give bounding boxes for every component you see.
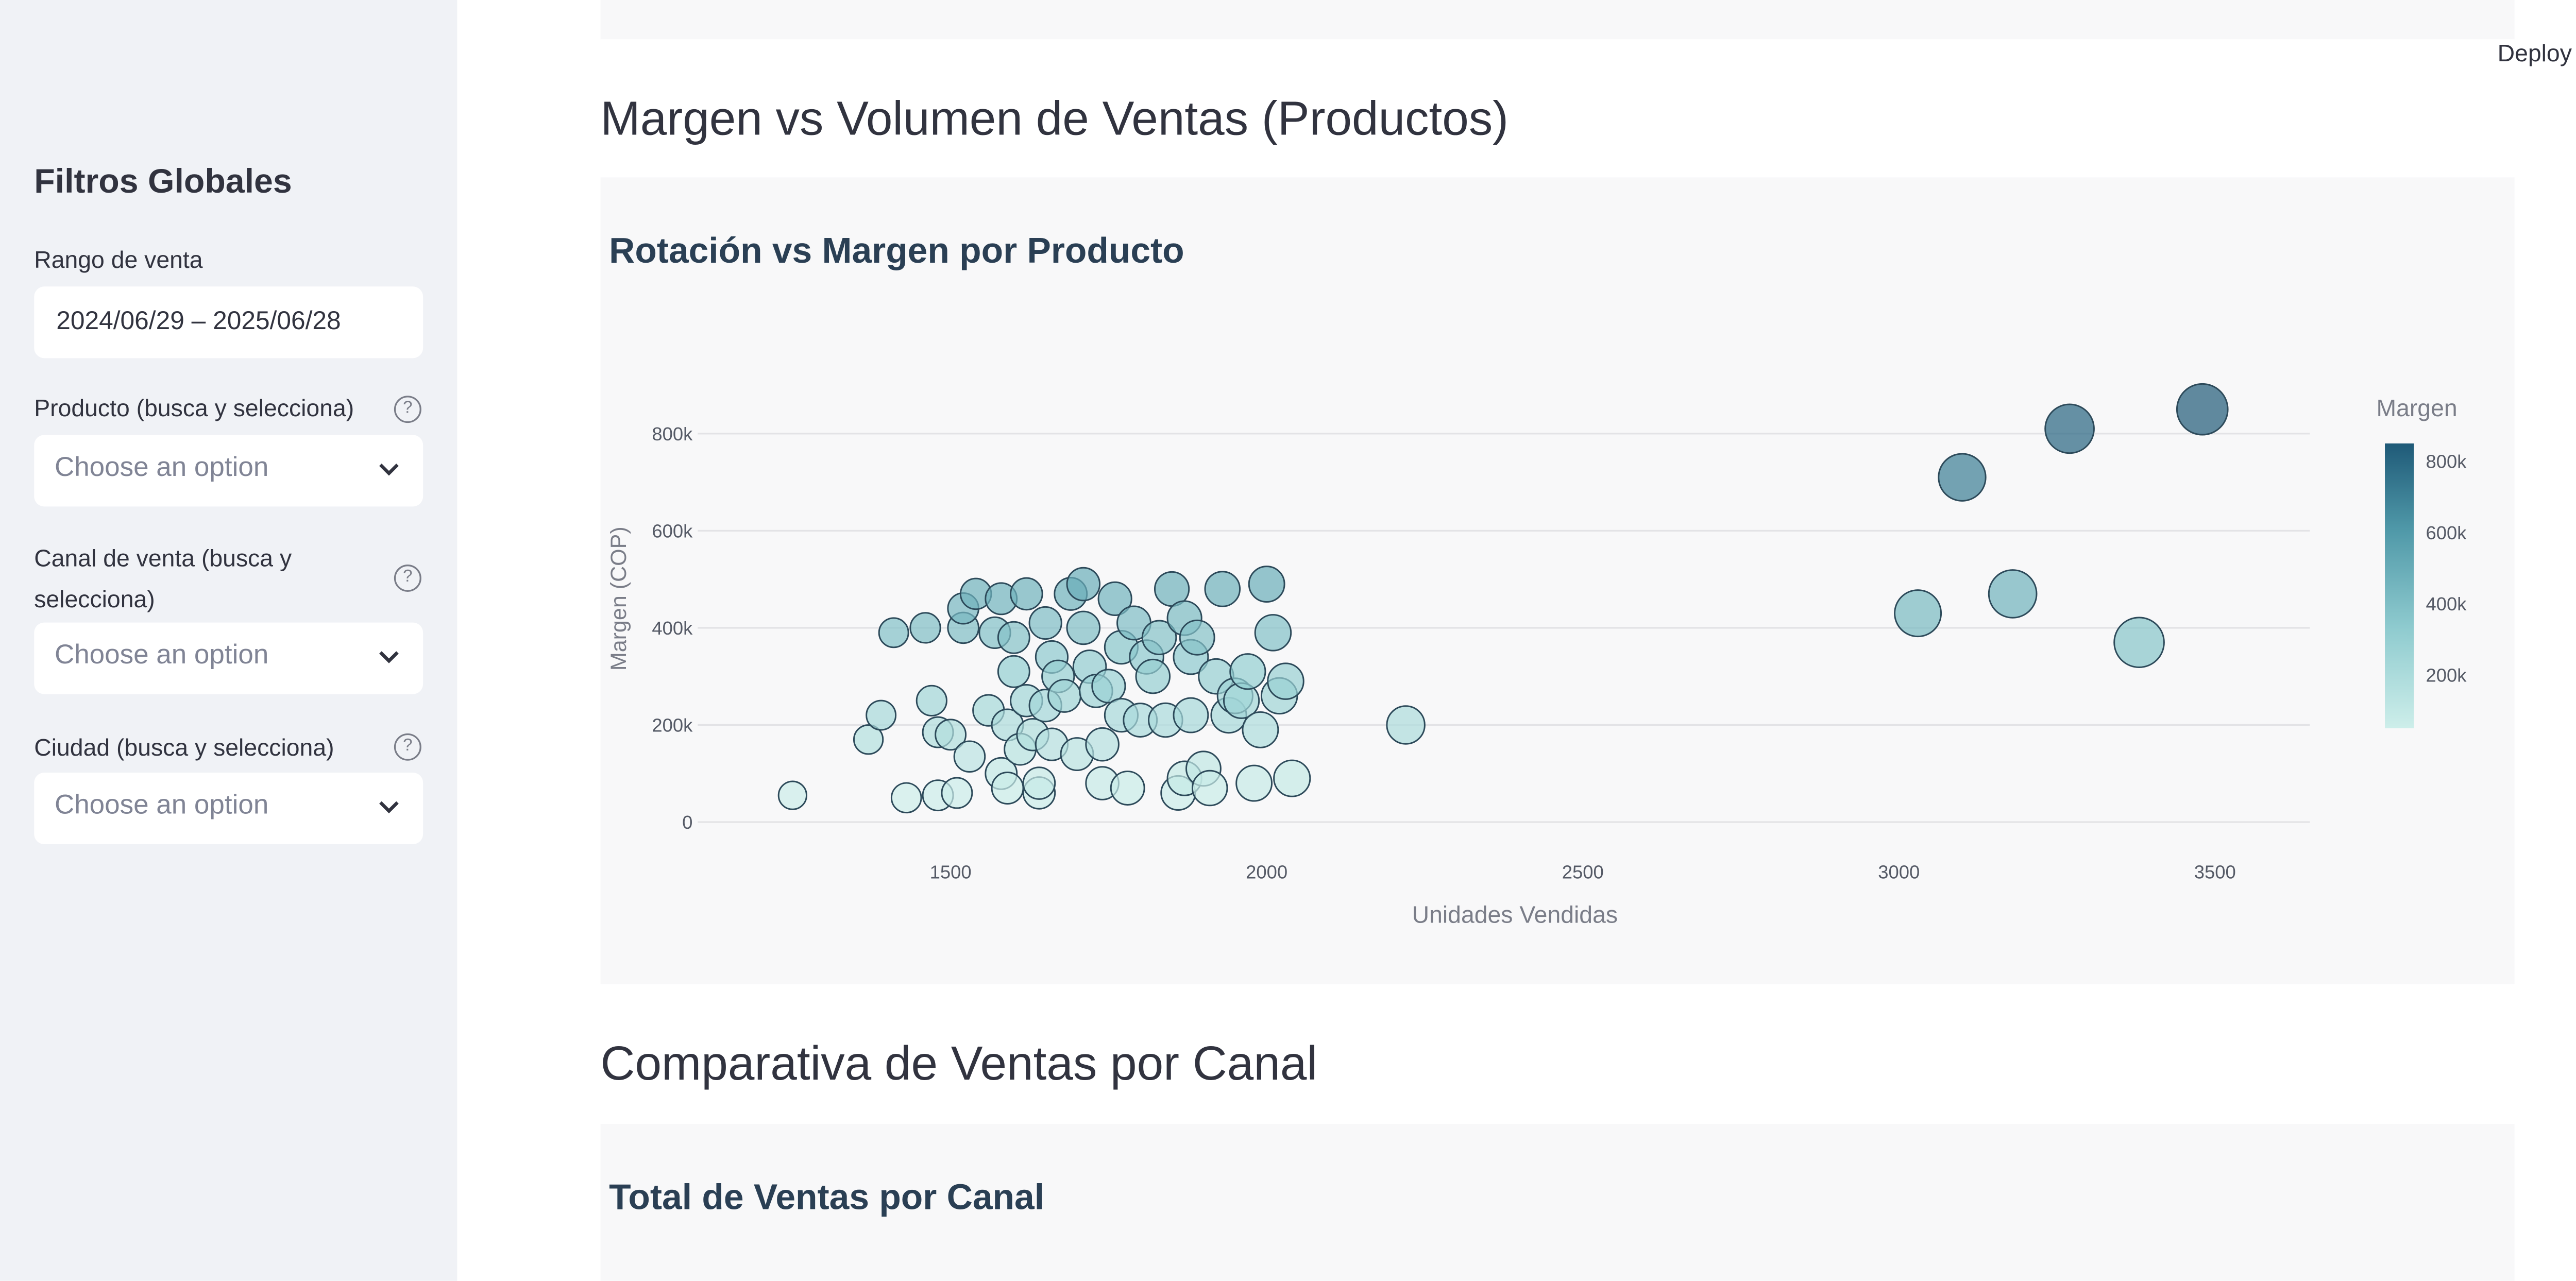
data-point[interactable] xyxy=(1248,566,1285,603)
channel-select[interactable]: Choose an option xyxy=(34,622,423,694)
chart-title: Total de Ventas por Canal xyxy=(609,1178,1045,1218)
question-circle-icon[interactable]: ? xyxy=(394,733,421,761)
y-tick-label: 0 xyxy=(682,812,692,833)
channel-filter-label-line1: Canal de venta (busca y xyxy=(34,544,292,572)
date-range-input[interactable]: 2024/06/29 – 2025/06/28 xyxy=(34,286,423,358)
product-select-placeholder: Choose an option xyxy=(54,453,269,483)
data-point[interactable] xyxy=(1110,771,1145,806)
data-point[interactable] xyxy=(1135,658,1171,694)
data-point[interactable] xyxy=(1386,705,1426,745)
data-point[interactable] xyxy=(935,719,967,751)
x-tick-label: 2000 xyxy=(1246,861,1287,882)
data-point[interactable] xyxy=(878,617,909,648)
section-heading-margin: Margen vs Volumen de Ventas (Productos) xyxy=(600,92,1509,145)
data-point[interactable] xyxy=(1242,711,1279,748)
data-point[interactable] xyxy=(1028,606,1062,640)
y-tick-label: 400k xyxy=(652,618,693,639)
date-range-value: 2024/06/29 – 2025/06/28 xyxy=(56,307,341,336)
data-point[interactable] xyxy=(1010,577,1043,611)
colorbar-tick-label: 600k xyxy=(2426,522,2467,543)
colorbar-tick-label: 200k xyxy=(2426,664,2467,686)
data-point[interactable] xyxy=(866,699,897,731)
data-point[interactable] xyxy=(997,621,1030,654)
sidebar: Filtros Globales Rango de venta 2024/06/… xyxy=(0,0,457,1281)
data-point[interactable] xyxy=(916,685,947,716)
chart-title: Rotación vs Margen por Producto xyxy=(609,232,1184,271)
product-filter-label: Producto (busca y selecciona) xyxy=(34,394,354,421)
chevron-down-icon xyxy=(379,801,399,814)
x-axis-label: Unidades Vendidas xyxy=(1412,901,1618,928)
x-tick-label: 1500 xyxy=(930,861,972,882)
data-point[interactable] xyxy=(2044,403,2095,454)
data-point[interactable] xyxy=(1235,764,1273,802)
y-tick-label: 600k xyxy=(652,521,693,542)
colorbar-tick-label: 800k xyxy=(2426,451,2467,472)
section-heading-channel: Comparativa de Ventas por Canal xyxy=(600,1037,1318,1090)
data-point[interactable] xyxy=(909,612,941,644)
colorbar-title: Margen xyxy=(2377,395,2458,421)
data-point[interactable] xyxy=(1894,589,1942,638)
data-point[interactable] xyxy=(1085,727,1120,762)
question-circle-icon[interactable]: ? xyxy=(394,396,421,423)
data-point[interactable] xyxy=(1254,614,1292,652)
data-point[interactable] xyxy=(1229,653,1266,690)
data-point[interactable] xyxy=(1938,453,1987,502)
data-point[interactable] xyxy=(1097,581,1132,616)
channel-filter-label: Canal de venta (busca y selecciona) xyxy=(34,537,292,619)
data-point[interactable] xyxy=(997,655,1030,688)
data-point[interactable] xyxy=(1047,678,1081,713)
city-select[interactable]: Choose an option xyxy=(34,772,423,845)
data-point[interactable] xyxy=(1204,571,1241,607)
data-point[interactable] xyxy=(1066,610,1101,645)
y-tick-label: 200k xyxy=(652,715,693,736)
question-circle-icon[interactable]: ? xyxy=(394,565,421,592)
data-point[interactable] xyxy=(1173,697,1209,733)
city-filter-label: Ciudad (busca y selecciona) xyxy=(34,733,334,761)
data-point[interactable] xyxy=(991,772,1024,805)
chevron-down-icon xyxy=(379,463,399,476)
channel-filter-label-line2: selecciona) xyxy=(34,585,155,612)
channel-select-placeholder: Choose an option xyxy=(54,641,269,671)
data-point[interactable] xyxy=(1267,662,1304,700)
y-tick-label: 800k xyxy=(652,423,693,445)
x-tick-label: 3500 xyxy=(2194,861,2236,882)
x-tick-label: 2500 xyxy=(1562,861,1604,882)
data-point[interactable] xyxy=(1022,766,1056,800)
data-point[interactable] xyxy=(890,782,922,814)
previous-card-bottom xyxy=(600,0,2515,40)
colorbar xyxy=(2385,443,2414,728)
scatter-chart: 0 200k 400k 600k 800k 1500 2000 2500 3000 3500 Ma… xyxy=(606,383,2467,928)
data-point[interactable] xyxy=(777,780,807,810)
scatter-chart-card: Rotación vs Margen por Producto 0 200k 400… xyxy=(600,177,2515,984)
data-point[interactable] xyxy=(1141,620,1177,656)
data-point[interactable] xyxy=(1988,569,2038,619)
x-tick-label: 3000 xyxy=(1878,861,1920,882)
data-point[interactable] xyxy=(953,740,986,773)
data-point[interactable] xyxy=(1191,770,1228,807)
data-point[interactable] xyxy=(1179,619,1215,656)
city-select-placeholder: Choose an option xyxy=(54,791,269,821)
product-select[interactable]: Choose an option xyxy=(34,435,423,507)
date-range-label: Rango de venta xyxy=(34,245,203,273)
data-point[interactable] xyxy=(1066,567,1101,602)
chevron-down-icon xyxy=(379,651,399,663)
data-point[interactable] xyxy=(2113,617,2165,669)
data-point[interactable] xyxy=(941,777,973,809)
data-point[interactable] xyxy=(853,724,884,755)
colorbar-tick-label: 400k xyxy=(2426,593,2467,614)
data-point[interactable] xyxy=(1273,759,1311,797)
data-point[interactable] xyxy=(2176,383,2229,436)
y-axis-label: Margen (COP) xyxy=(606,526,631,671)
deploy-button[interactable]: Deploy xyxy=(2497,39,2572,67)
channel-chart-card: Total de Ventas por Canal xyxy=(600,1124,2515,1281)
data-point[interactable] xyxy=(1091,669,1126,704)
sidebar-title: Filtros Globales xyxy=(34,163,292,201)
